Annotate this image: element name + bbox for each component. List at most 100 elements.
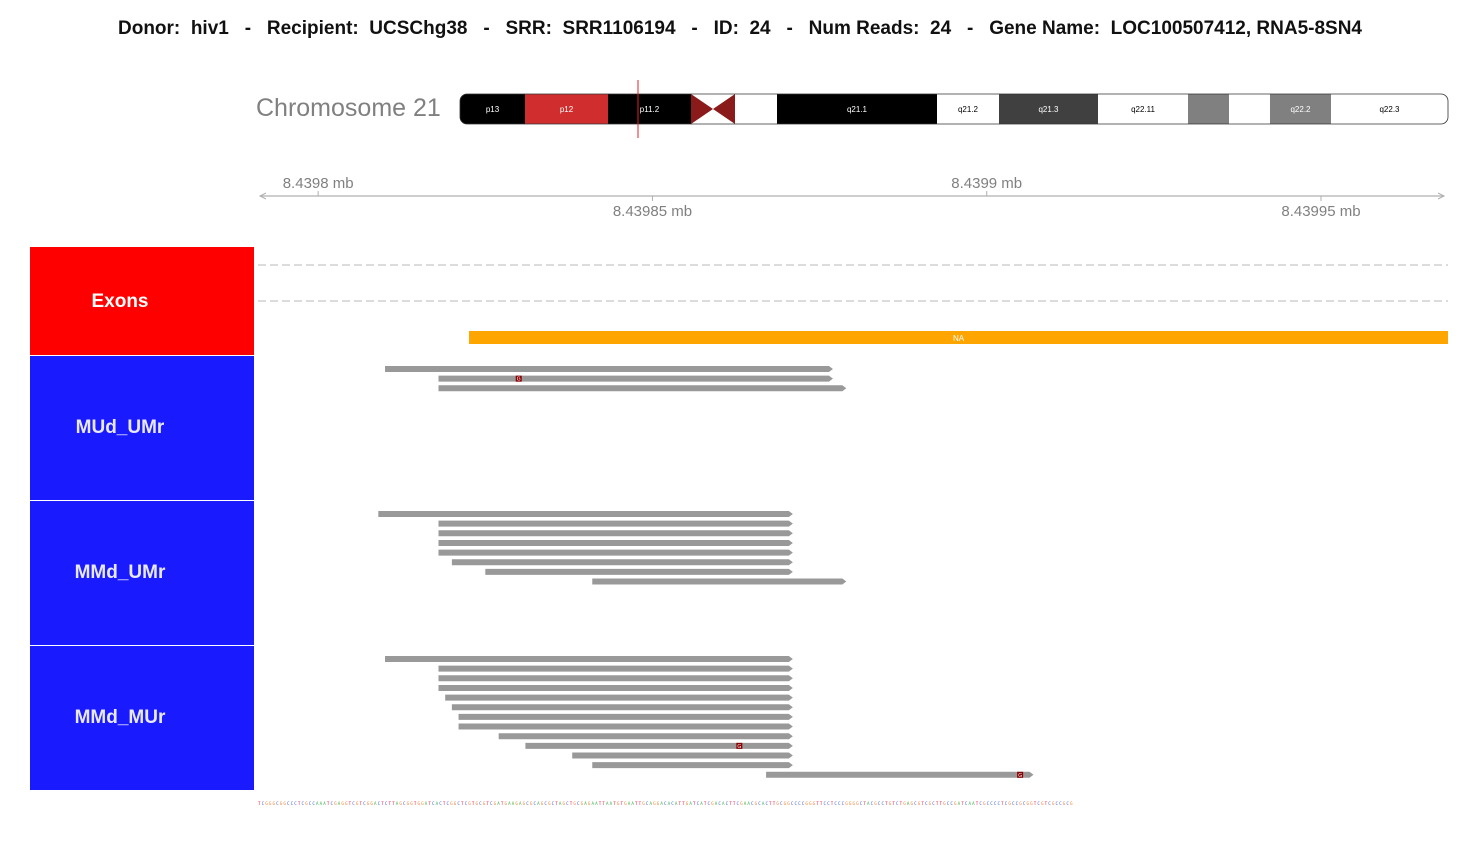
sequence-base: A <box>316 801 320 806</box>
recipient-label: Recipient: <box>266 18 359 39</box>
sequence-base: G <box>370 801 374 806</box>
chromosome-band <box>608 94 691 124</box>
sequence-base: T <box>326 801 331 806</box>
sequence-base: T <box>598 801 603 806</box>
sequence-base: C <box>439 801 443 806</box>
sequence-base: T <box>830 801 835 806</box>
sequence-base: A <box>497 801 501 806</box>
sequence-base: A <box>627 801 632 806</box>
id-value: 24 <box>749 18 771 39</box>
sequence-base: G <box>272 801 277 806</box>
sequence-base: C <box>526 801 530 806</box>
band-label: p13 <box>486 105 500 114</box>
sequence-base: C <box>801 801 806 806</box>
sequence-base: A <box>700 801 704 806</box>
band-label: q21.2 <box>958 105 979 114</box>
sequence-base: C <box>1059 801 1063 806</box>
sequence-base: T <box>428 801 432 806</box>
sequence-base: C <box>446 801 451 806</box>
sequence-base: T <box>1001 801 1005 806</box>
sequence-base: C <box>827 801 831 806</box>
title-separator: - <box>691 18 698 39</box>
srr-value: SRR1106194 <box>562 18 676 39</box>
chromosome-band <box>1229 94 1270 124</box>
aligned-read <box>498 733 793 740</box>
sequence-base: T <box>961 801 965 806</box>
sequence-base: C <box>294 801 298 806</box>
aligned-read <box>438 684 793 691</box>
mmd-umr-track-label: MMd_UMr <box>74 562 166 583</box>
sequence-base: G <box>711 801 715 806</box>
sequence-base: A <box>714 801 719 806</box>
axis-arrow-left <box>258 192 267 200</box>
band-label: q22.3 <box>1379 105 1400 114</box>
exons-track-panel: Exons <box>30 247 254 355</box>
donor-value: hiv1 <box>190 18 229 39</box>
aligned-read <box>438 530 793 537</box>
sequence-base: G <box>1041 801 1045 806</box>
sequence-base: C <box>798 801 802 806</box>
sequence-base: A <box>323 801 327 806</box>
sequence-base: C <box>1012 801 1016 806</box>
sequence-base: G <box>653 801 657 806</box>
sequence-base: G <box>366 801 371 806</box>
sequence-base: T <box>816 801 820 806</box>
centromere-right <box>713 94 735 124</box>
sequence-base: C <box>870 801 875 806</box>
sequence-base: A <box>906 801 911 806</box>
aligned-read <box>385 656 793 662</box>
sequence-base: C <box>765 801 770 806</box>
sequence-base: G <box>1051 801 1056 806</box>
band-label: p12 <box>560 105 574 114</box>
sequence-base: G <box>917 801 922 806</box>
sequence-base: C <box>384 801 389 806</box>
aligned-read <box>458 723 793 730</box>
sequence-base: T <box>769 801 773 806</box>
sequence-base: G <box>268 801 273 806</box>
sequence-base: T <box>892 801 896 806</box>
sequence-base: A <box>743 801 748 806</box>
sequence-base: C <box>914 801 918 806</box>
sequence-base: G <box>848 801 853 806</box>
band-label: q22.2 <box>1290 105 1311 114</box>
sequence-base: A <box>511 801 516 806</box>
sequence-base: T <box>359 801 364 806</box>
sequence-base: G <box>265 801 269 806</box>
sequence-base: C <box>725 801 730 806</box>
sequence-base: A <box>337 801 342 806</box>
sequence-base: T <box>939 801 944 806</box>
sequence-base: A <box>519 801 523 806</box>
sequence-base: G <box>809 801 813 806</box>
sequence-base: A <box>957 801 962 806</box>
chromosome-outline <box>459 93 1449 125</box>
id-label: ID: <box>713 18 739 39</box>
sequence-base: C <box>1022 801 1027 806</box>
title-separator: - <box>967 18 974 39</box>
sequence-base: C <box>664 801 668 806</box>
sequence-base: T <box>638 801 643 806</box>
sequence-base: G <box>624 801 628 806</box>
sequence-base: G <box>845 801 849 806</box>
sequence-base: G <box>355 801 360 806</box>
sequence-base: C <box>671 801 675 806</box>
aligned-read <box>485 568 793 575</box>
sequence-base: G <box>548 801 552 806</box>
sequence-base: T <box>635 801 639 806</box>
aligned-read <box>438 385 847 392</box>
sequence-base: G <box>812 801 817 806</box>
sequence-base: T <box>921 801 925 806</box>
sequence-base: C <box>1055 801 1060 806</box>
sequence-base: G <box>345 801 349 806</box>
sequence-base: G <box>928 801 933 806</box>
sequence-base: A <box>972 801 976 806</box>
sequence-base: T <box>1044 801 1049 806</box>
sequence-base: C <box>758 801 762 806</box>
sequence-base: C <box>841 801 846 806</box>
title-separator: - <box>786 18 793 39</box>
sequence-base: T <box>388 801 393 806</box>
read-mismatch-base: G <box>1018 773 1022 779</box>
sequence-base: T <box>461 801 465 806</box>
mmd-mur-track-panel: MMd_MUr <box>30 646 254 790</box>
axis-tick-label: 8.43985 mb <box>613 203 692 220</box>
sequence-base: C <box>794 801 799 806</box>
